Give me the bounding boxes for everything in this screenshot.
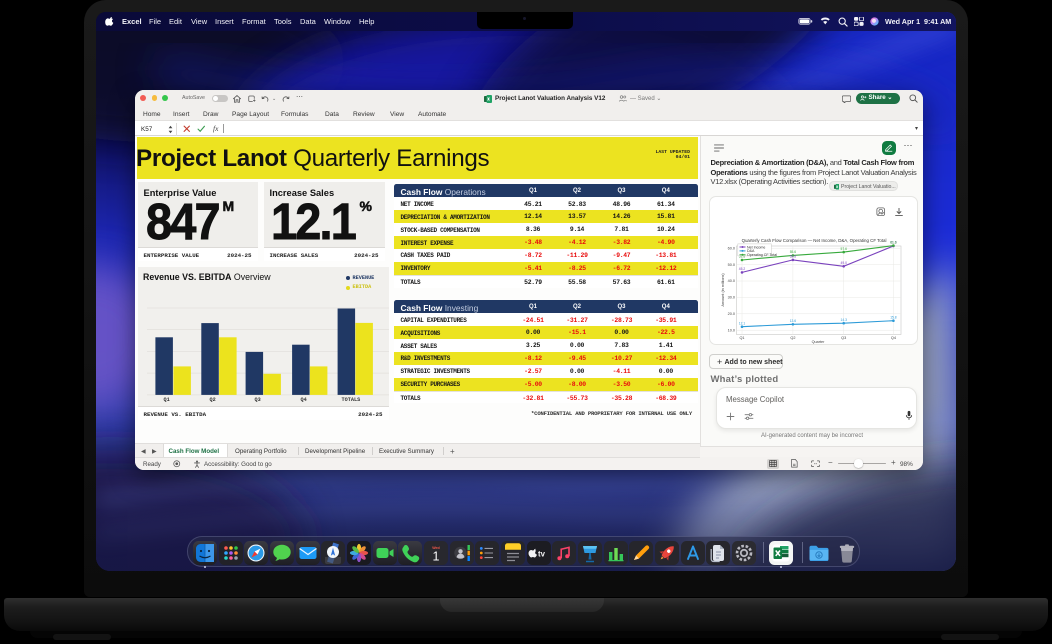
svg-text:Q4: Q4	[891, 336, 896, 340]
svg-text:Wed: Wed	[432, 546, 440, 550]
svg-text:Q2: Q2	[790, 336, 795, 340]
svg-text:61.6: 61.6	[890, 241, 897, 245]
svg-text:tv: tv	[538, 549, 546, 558]
svg-text:61.3: 61.3	[890, 241, 897, 245]
svg-text:50.0: 50.0	[728, 263, 735, 267]
svg-text:13.6: 13.6	[790, 319, 797, 323]
svg-text:Operating CF Total: Operating CF Total	[747, 254, 777, 258]
svg-text:30.0: 30.0	[728, 296, 735, 300]
svg-text:D&A: D&A	[747, 250, 755, 254]
svg-text:14.3: 14.3	[840, 318, 847, 322]
svg-text:15.8: 15.8	[890, 316, 897, 320]
svg-text:12.1: 12.1	[739, 322, 746, 326]
svg-text:Quarter: Quarter	[812, 340, 826, 344]
svg-text:49.0: 49.0	[840, 261, 847, 265]
svg-text:45.2: 45.2	[739, 267, 746, 271]
svg-text:Amount (in millions): Amount (in millions)	[721, 273, 725, 307]
svg-text:Q3: Q3	[841, 336, 846, 340]
svg-text:10.0: 10.0	[728, 329, 735, 333]
svg-text:Q1: Q1	[739, 336, 744, 340]
svg-text:20.0: 20.0	[728, 312, 735, 316]
svg-text:52.8: 52.8	[739, 255, 746, 259]
svg-text:55.6: 55.6	[790, 251, 797, 255]
svg-text:52.8: 52.8	[790, 255, 797, 259]
svg-text:1: 1	[433, 549, 440, 563]
svg-text:60.0: 60.0	[728, 247, 735, 251]
svg-text:Net Income: Net Income	[747, 246, 765, 250]
svg-text:Quarterly Cash Flow Comparison: Quarterly Cash Flow Comparison — Net Inc…	[742, 238, 887, 243]
svg-text:57.6: 57.6	[840, 247, 847, 251]
svg-text:40.0: 40.0	[728, 280, 735, 284]
